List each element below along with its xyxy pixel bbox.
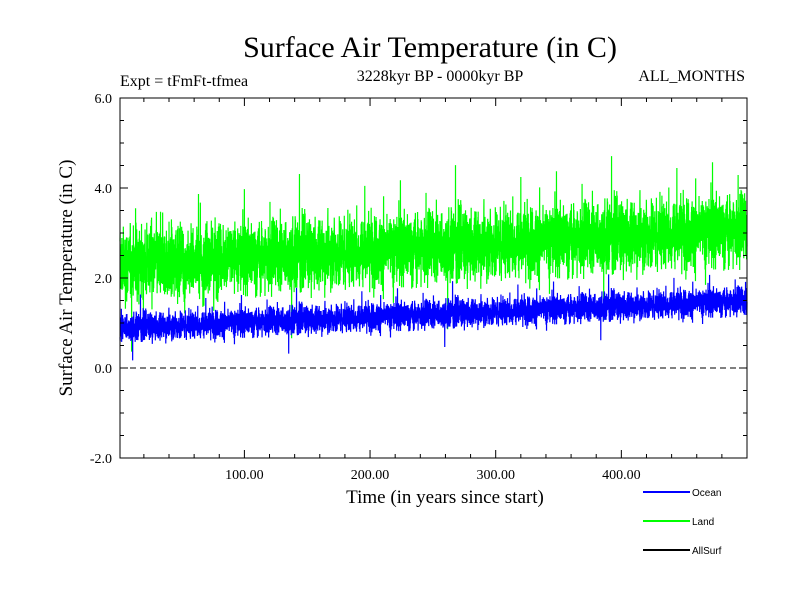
x-tick-label: 400.00 [602, 468, 641, 483]
series-line-land [119, 156, 748, 352]
legend-label-ocean: Ocean [692, 488, 721, 499]
x-tick-label: 300.00 [476, 468, 515, 483]
series-layer [119, 156, 748, 361]
legend-label-land: Land [692, 517, 714, 528]
experiment-label: Expt = tFmFt-tfmea [120, 73, 248, 90]
y-tick-label: -2.0 [90, 452, 112, 467]
y-tick-label: 0.0 [95, 362, 113, 377]
time-range-label: 3228kyr BP - 0000kyr BP [357, 68, 524, 85]
legend-label-allsurf: AllSurf [692, 546, 722, 557]
y-tick-label: 6.0 [95, 92, 113, 107]
y-axis-label: Surface Air Temperature (in C) [56, 160, 77, 397]
series-line-ocean [119, 274, 748, 361]
x-tick-label: 100.00 [225, 468, 264, 483]
months-label: ALL_MONTHS [638, 68, 745, 85]
x-axis: 100.00 200.00 300.00 400.00 [143, 98, 723, 483]
legend: Ocean Land AllSurf [643, 488, 722, 557]
y-axis: -2.0 0.0 2.0 4.0 6.0 [90, 92, 747, 467]
y-tick-label: 2.0 [95, 272, 113, 287]
x-axis-label: Time (in years since start) [346, 487, 544, 508]
chart-title: Surface Air Temperature (in C) [243, 31, 617, 64]
x-tick-label: 200.00 [351, 468, 390, 483]
y-tick-label: 4.0 [95, 182, 113, 197]
